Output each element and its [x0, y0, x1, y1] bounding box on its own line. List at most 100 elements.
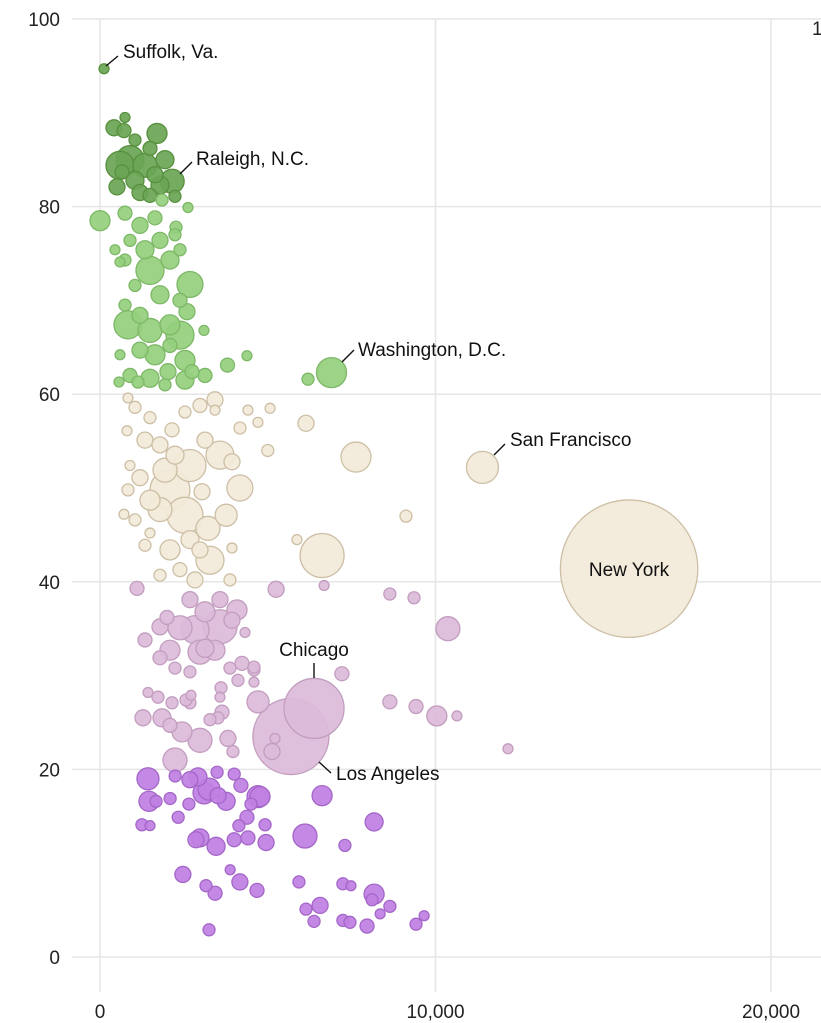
bubble[interactable]	[374, 908, 386, 920]
bubble[interactable]	[159, 539, 181, 561]
bubble[interactable]	[159, 314, 181, 336]
bubble[interactable]	[223, 453, 241, 471]
bubble[interactable]	[123, 233, 137, 248]
bubble[interactable]	[246, 690, 270, 714]
bubble[interactable]	[118, 298, 132, 312]
bubble[interactable]	[131, 216, 149, 235]
bubble[interactable]	[343, 915, 357, 929]
bubble[interactable]	[186, 571, 204, 589]
bubble[interactable]	[311, 785, 333, 807]
bubble[interactable]	[178, 302, 196, 321]
bubble[interactable]	[194, 601, 216, 623]
bubble[interactable]	[172, 561, 188, 578]
bubble[interactable]	[192, 397, 208, 414]
bubble[interactable]	[134, 709, 152, 727]
bubble[interactable]	[138, 538, 152, 552]
bubble[interactable]	[465, 450, 500, 485]
bubble[interactable]	[162, 717, 178, 733]
bubble[interactable]	[195, 638, 215, 659]
bubble[interactable]	[159, 609, 175, 626]
bubble[interactable]	[146, 122, 168, 145]
bubble[interactable]	[267, 580, 285, 598]
bubble[interactable]	[435, 616, 461, 642]
bubble[interactable]	[164, 422, 180, 438]
bubble[interactable]	[146, 166, 164, 184]
bubble[interactable]	[418, 910, 430, 922]
bubble[interactable]	[263, 742, 281, 761]
bubble[interactable]	[181, 590, 199, 609]
bubble[interactable]	[451, 710, 463, 722]
bubble[interactable]	[131, 469, 149, 487]
bubble[interactable]	[173, 243, 187, 257]
bubble[interactable]	[261, 443, 275, 458]
bubble[interactable]	[197, 367, 213, 384]
bubble[interactable]	[301, 372, 315, 386]
bubble[interactable]	[151, 690, 165, 704]
bubble[interactable]	[207, 885, 223, 901]
bubble[interactable]	[152, 457, 178, 483]
bubble[interactable]	[168, 769, 182, 783]
bubble[interactable]	[114, 164, 130, 180]
bubble[interactable]	[162, 337, 178, 354]
bubble[interactable]	[426, 705, 448, 727]
bubble[interactable]	[147, 210, 163, 226]
bubble[interactable]	[241, 350, 253, 362]
bubble[interactable]	[226, 542, 238, 554]
bubble[interactable]	[171, 810, 185, 824]
bubble[interactable]	[182, 201, 194, 214]
bubble[interactable]	[244, 797, 258, 811]
bubble[interactable]	[345, 880, 357, 892]
bubble[interactable]	[247, 660, 261, 674]
bubble[interactable]	[165, 445, 185, 465]
bubble[interactable]	[151, 231, 169, 250]
bubble[interactable]	[249, 882, 265, 899]
bubble[interactable]	[359, 918, 375, 934]
bubble[interactable]	[109, 244, 121, 256]
bubble[interactable]	[209, 404, 221, 416]
bubble[interactable]	[199, 879, 213, 893]
bubble[interactable]	[143, 410, 157, 425]
bubble[interactable]	[232, 819, 246, 833]
bubble[interactable]	[307, 914, 321, 929]
bubble[interactable]	[155, 193, 169, 207]
bubble[interactable]	[283, 677, 345, 740]
bubble[interactable]	[202, 923, 216, 937]
bubble[interactable]	[231, 673, 245, 687]
bubble[interactable]	[226, 744, 240, 759]
bubble[interactable]	[292, 823, 318, 849]
bubble[interactable]	[89, 210, 111, 232]
bubble[interactable]	[118, 508, 130, 520]
bubble[interactable]	[114, 349, 126, 361]
bubble[interactable]	[231, 873, 249, 891]
bubble[interactable]	[242, 404, 254, 416]
bubble[interactable]	[119, 111, 131, 124]
bubble[interactable]	[131, 375, 145, 389]
bubble[interactable]	[168, 189, 182, 203]
bubble[interactable]	[183, 665, 197, 679]
bubble[interactable]	[264, 402, 276, 414]
bubble[interactable]	[214, 503, 238, 527]
bubble[interactable]	[113, 376, 125, 388]
bubble[interactable]	[311, 896, 329, 915]
bubble[interactable]	[155, 150, 175, 170]
bubble[interactable]	[365, 893, 379, 907]
bubble[interactable]	[128, 513, 142, 527]
bubble[interactable]	[409, 917, 423, 931]
bubble[interactable]	[198, 324, 210, 337]
bubble[interactable]	[252, 416, 264, 428]
bubble[interactable]	[151, 436, 169, 454]
bubble[interactable]	[122, 392, 134, 404]
bubble[interactable]	[258, 818, 272, 832]
bubble[interactable]	[195, 515, 221, 541]
bubble[interactable]	[187, 831, 205, 849]
bubble[interactable]	[184, 364, 200, 380]
bubble[interactable]	[114, 256, 126, 268]
bubble[interactable]	[181, 771, 199, 789]
bubble[interactable]	[239, 809, 255, 825]
bubble[interactable]	[299, 532, 345, 579]
bubble[interactable]	[121, 483, 135, 497]
bubble[interactable]	[174, 865, 192, 884]
bubble[interactable]	[502, 743, 514, 755]
bubble[interactable]	[297, 414, 315, 432]
bubble[interactable]	[131, 341, 149, 359]
